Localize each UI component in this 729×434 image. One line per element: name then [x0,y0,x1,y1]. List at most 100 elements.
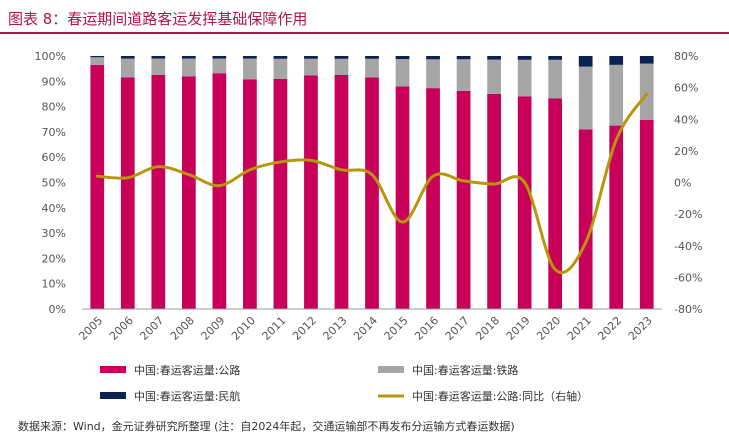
yoy-line-series [95,92,649,275]
right-axis-tick-label: 80% [674,50,698,63]
road-bar [395,86,410,309]
road-bar [639,119,654,309]
road-bar [273,78,288,309]
rail-bar [181,58,196,77]
x-tick-label: 2020 [534,314,563,343]
yoy-line [95,92,649,275]
road-bar [181,76,196,309]
x-tick-label: 2014 [351,314,380,343]
road-bar [334,74,349,309]
air-bar [90,56,105,58]
road-bar [212,73,227,309]
x-tick-label: 2006 [107,314,136,343]
rail-bar [578,66,593,130]
air-bar [243,56,257,59]
road-bar [426,88,440,309]
legend-label: 中国:春运客运量:公路:同比（右轴） [412,389,588,403]
x-tick-label: 2009 [198,314,227,343]
rail-bar [304,58,318,76]
left-axis-tick-label: 50% [42,177,66,190]
x-tick-label: 2013 [321,314,350,343]
road-bar [151,74,166,309]
right-axis-tick-label: -40% [674,240,702,253]
legend-item-yoy: 中国:春运客运量:公路:同比（右轴） [378,389,588,403]
rail-bar [243,58,257,80]
left-axis-tick-label: 30% [42,227,66,240]
road-bar [304,75,318,309]
left-axis-tick-label: 70% [42,126,66,139]
left-axis-tick-label: 10% [42,278,66,291]
rail-bar [212,58,227,74]
air-bar [212,56,227,59]
x-tick-label: 2010 [229,314,258,343]
road-bar [365,77,379,309]
air-bar [395,56,410,60]
rail-bar [90,57,105,65]
road-bar [487,93,501,309]
rail-bar [395,59,410,87]
air-bar [456,56,471,60]
air-bar [120,56,135,59]
legend-item-air: 中国:春运客运量:民航 [100,389,240,403]
road-bar [548,98,563,309]
x-tick-label: 2005 [76,314,105,343]
legend-label: 中国:春运客运量:民航 [134,389,240,403]
x-tick-label: 2012 [290,314,319,343]
legend-label: 中国:春运客运量:铁路 [412,363,518,377]
air-bar [273,56,288,59]
right-axis-tick-label: -80% [674,303,702,316]
left-axis-tick-label: 90% [42,75,66,88]
left-axis: 0% 10% 20% 30% 40% 50% 60% 70% 80% 90% 100% [35,50,66,316]
right-axis-tick-label: 20% [674,145,698,158]
left-axis-tick-label: 60% [42,151,66,164]
legend-swatch [378,366,404,373]
x-tick-label: 2011 [260,314,289,343]
air-bar [578,56,593,67]
legend-label: 中国:春运客运量:公路 [134,363,240,377]
air-bar [365,56,379,59]
x-tick-label: 2017 [443,314,472,343]
left-axis-tick-label: 20% [42,252,66,265]
right-axis-tick-label: -60% [674,271,702,284]
rail-bar [426,59,440,89]
legend-item-road: 中国:春运客运量:公路 [100,363,240,377]
air-bar [487,56,501,60]
x-tick-label: 2018 [473,314,502,343]
rail-bar [639,63,654,120]
road-bar [456,90,471,309]
road-bar [90,64,105,309]
left-axis-tick-label: 40% [42,202,66,215]
road-bar [578,129,593,309]
air-bar [639,56,654,64]
rail-bar [456,59,471,91]
x-tick-label: 2023 [626,314,655,343]
air-bar [426,56,440,60]
rail-bar [487,59,501,94]
right-axis-tick-label: 0% [674,177,691,190]
air-bar [181,56,196,59]
figure-title: 图表 8：春运期间道路客运发挥基础保障作用 [8,10,308,28]
rail-bar [120,58,135,78]
x-tick-label: 2016 [412,314,441,343]
x-tick-label: 2007 [137,314,166,343]
x-tick-label: 2021 [565,314,594,343]
bars [90,56,654,309]
rail-bar [548,59,563,99]
road-bar [517,96,532,309]
air-bar [151,56,166,59]
left-axis-tick-label: 100% [35,50,66,63]
air-bar [334,56,349,59]
left-axis-tick-label: 0% [49,303,66,316]
rail-bar [609,64,624,126]
right-axis-tick-label: 60% [674,82,698,95]
legend-swatch [100,392,126,399]
rail-bar [273,58,288,79]
left-axis-tick-label: 80% [42,101,66,114]
rail-bar [334,58,349,75]
rail-bar [151,58,166,75]
right-axis-tick-label: 40% [674,113,698,126]
road-bar [120,77,135,309]
air-bar [517,56,532,60]
right-axis: -80% -60% -40% -20% 0% 20% 40% 60% 80% [674,50,702,316]
